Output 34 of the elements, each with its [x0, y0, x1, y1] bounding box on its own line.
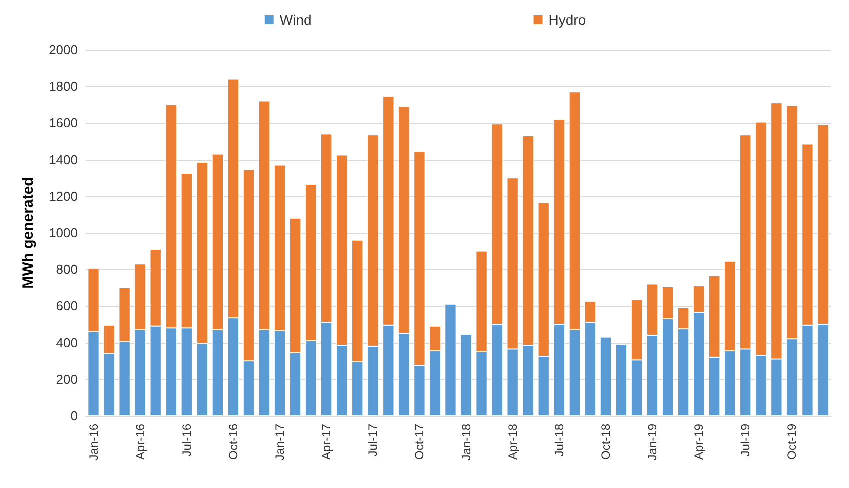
y-tick-label: 200 — [56, 372, 78, 387]
legend-label: Hydro — [548, 12, 586, 28]
legend-label: Wind — [280, 12, 312, 28]
x-tick-label: Jan-17 — [273, 424, 288, 461]
x-tick-label: Jan-16 — [86, 424, 101, 461]
x-tick-label: Jul-17 — [366, 424, 380, 457]
bar — [616, 344, 628, 416]
x-tick-label: Oct-16 — [226, 424, 240, 460]
y-tick-label: 2000 — [49, 42, 78, 58]
x-tick-label: Apr-17 — [320, 424, 334, 460]
x-tick-label: Jul-19 — [738, 424, 753, 457]
x-tick-label: Jan-18 — [459, 424, 474, 461]
x-tick-label: Oct-19 — [785, 424, 800, 460]
x-tick-label: Apr-16 — [133, 424, 148, 460]
y-tick-label: 1400 — [49, 152, 78, 168]
y-tick-label: 400 — [56, 335, 78, 350]
x-tick-label: Oct-18 — [598, 424, 613, 460]
y-axis-title: MWh generated — [20, 177, 37, 289]
y-tick-label: 1600 — [49, 116, 78, 131]
x-tick-label: Apr-19 — [692, 424, 706, 460]
bar — [445, 304, 456, 416]
x-tick-label: Jan-19 — [646, 424, 660, 461]
y-tick-label: 0 — [70, 408, 78, 424]
x-tick-label: Oct-17 — [412, 424, 427, 460]
x-tick-label: Jul-18 — [552, 424, 566, 457]
bar — [600, 337, 612, 416]
x-tick-label: Apr-18 — [506, 424, 520, 460]
y-tick-label: 1200 — [49, 188, 78, 204]
y-tick-label: 600 — [56, 298, 78, 314]
y-tick-label: 800 — [56, 262, 78, 278]
bar — [460, 334, 472, 416]
y-tick-label: 1000 — [49, 226, 78, 240]
y-tick-label: 1800 — [49, 79, 78, 94]
x-tick-label: Jul-16 — [180, 424, 194, 457]
